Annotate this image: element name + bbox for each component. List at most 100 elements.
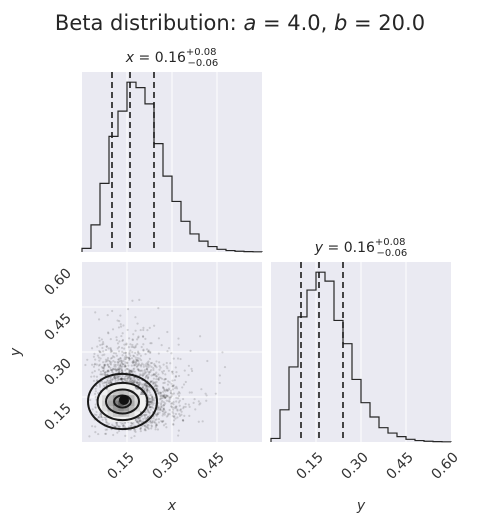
scatter-point	[148, 397, 151, 401]
scatter-point	[172, 392, 176, 395]
scatter-point	[101, 382, 104, 385]
scatter-point	[93, 413, 96, 416]
scatter-point	[116, 379, 119, 382]
scatter-point	[139, 369, 143, 372]
scatter-point	[138, 416, 141, 420]
scatter-point	[115, 336, 118, 339]
scatter-point	[146, 389, 149, 392]
scatter-point	[106, 379, 109, 383]
scatter-point	[113, 368, 116, 371]
scatter-point	[94, 405, 97, 409]
scatter-point	[106, 428, 109, 431]
scatter-point	[159, 391, 162, 394]
scatter-point	[167, 369, 170, 372]
density-cell	[139, 394, 146, 401]
scatter-point	[164, 396, 167, 399]
scatter-point	[94, 431, 97, 434]
scatter-point	[187, 403, 190, 406]
scatter-point	[116, 375, 119, 378]
scatter-point	[93, 363, 96, 366]
scatter-point	[144, 353, 147, 356]
scatter-point	[106, 357, 110, 360]
scatter-point	[175, 396, 178, 399]
scatter-point	[146, 374, 149, 377]
scatter-point	[161, 414, 164, 417]
scatter-point	[160, 397, 163, 400]
tick-label: 0.60	[41, 266, 74, 299]
density-cell	[102, 400, 108, 406]
scatter-point	[88, 435, 91, 438]
scatter-point	[119, 367, 122, 370]
scatter-point	[131, 361, 134, 364]
scatter-point	[162, 393, 166, 396]
scatter-point	[127, 368, 130, 371]
scatter-point	[120, 377, 123, 381]
contour-line	[105, 388, 140, 415]
scatter-point	[102, 369, 105, 372]
scatter-point	[98, 359, 101, 362]
scatter-point	[175, 387, 179, 390]
scatter-point	[155, 366, 158, 369]
scatter-point	[141, 362, 144, 365]
scatter-point	[94, 425, 97, 428]
scatter-point	[142, 335, 145, 338]
scatter-point	[109, 381, 112, 384]
scatter-point	[107, 365, 110, 368]
scatter-point	[141, 386, 144, 390]
scatter-point	[171, 414, 174, 418]
scatter-point	[171, 406, 174, 409]
y-axis-label: y	[8, 347, 24, 357]
scatter-point	[117, 360, 120, 363]
scatter-point	[121, 350, 124, 353]
density-cell	[102, 405, 108, 412]
scatter-point	[133, 378, 137, 382]
scatter-point	[150, 424, 153, 427]
scatter-point	[121, 363, 125, 366]
scatter-point	[133, 346, 136, 349]
scatter-point	[119, 378, 122, 381]
scatter-point	[148, 371, 151, 374]
scatter-point	[95, 363, 98, 366]
density-cell	[118, 389, 124, 396]
scatter-point	[157, 378, 160, 381]
scatter-point	[146, 416, 149, 419]
scatter-point	[100, 413, 103, 416]
scatter-point	[190, 391, 193, 394]
scatter-point	[139, 365, 143, 368]
scatter-point	[123, 356, 126, 359]
scatter-point	[141, 386, 144, 389]
scatter-point	[223, 365, 227, 369]
scatter-point	[182, 405, 185, 408]
scatter-point	[136, 381, 139, 384]
scatter-point	[140, 393, 143, 396]
scatter-point	[114, 375, 117, 378]
scatter-point	[146, 391, 149, 394]
scatter-point	[157, 307, 160, 310]
scatter-point	[117, 366, 120, 369]
scatter-point	[109, 346, 112, 350]
scatter-point	[148, 357, 151, 360]
scatter-point	[144, 410, 147, 414]
scatter-point	[150, 421, 153, 424]
scatter-point	[109, 379, 112, 382]
scatter-point	[104, 373, 107, 376]
scatter-point	[168, 408, 171, 412]
scatter-point	[150, 365, 153, 368]
scatter-point	[147, 424, 150, 427]
scatter-point	[164, 373, 167, 376]
scatter-point	[137, 336, 140, 339]
scatter-point	[94, 311, 97, 314]
scatter-point	[106, 363, 109, 366]
scatter-point	[101, 354, 104, 357]
scatter-point	[101, 343, 104, 346]
scatter-point	[102, 342, 105, 346]
scatter-point	[143, 368, 146, 372]
scatter-point	[154, 383, 157, 386]
scatter-point	[126, 308, 130, 311]
scatter-point	[165, 388, 168, 391]
scatter-point	[153, 421, 156, 424]
scatter-point	[160, 419, 163, 423]
scatter-point	[147, 385, 151, 388]
scatter-point	[182, 407, 185, 410]
scatter-point	[175, 400, 178, 403]
